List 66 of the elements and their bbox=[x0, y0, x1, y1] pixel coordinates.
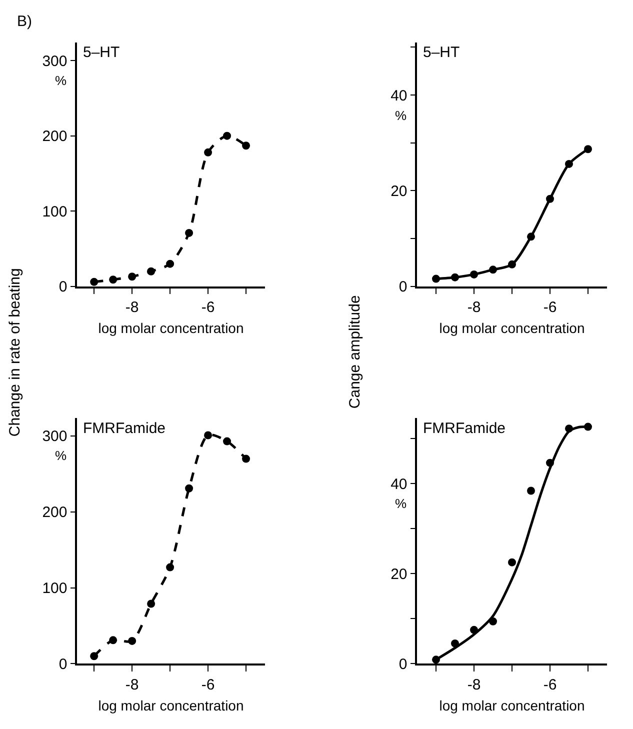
y-tick-label: 300 bbox=[42, 428, 68, 446]
y-tick-label: 0 bbox=[58, 656, 68, 673]
y-tick-label: 40 bbox=[390, 87, 408, 104]
x-tick-label: -6 bbox=[201, 299, 215, 316]
text: % bbox=[55, 448, 67, 463]
y-tick-label: 0 bbox=[58, 278, 68, 296]
y-tick-label: 200 bbox=[42, 128, 68, 146]
x-tick-label: -8 bbox=[125, 676, 139, 694]
y-tick-label: 20 bbox=[390, 566, 408, 583]
point bbox=[489, 266, 497, 274]
point bbox=[204, 148, 212, 156]
point bbox=[223, 132, 232, 140]
y-axis-title: Change in rate of beating bbox=[6, 268, 24, 437]
point bbox=[185, 228, 194, 237]
point bbox=[508, 260, 516, 268]
point bbox=[147, 600, 156, 608]
x-tick-label: -8 bbox=[467, 299, 481, 316]
x-axis-title: log molar concentration bbox=[98, 320, 244, 336]
y-tick-label: 0 bbox=[398, 656, 408, 673]
chart-title: B) bbox=[17, 13, 32, 30]
x-tick-label: -8 bbox=[125, 299, 139, 316]
text: % bbox=[55, 73, 67, 88]
y-tick-label: 0 bbox=[398, 278, 408, 296]
y-tick-label: 300 bbox=[42, 52, 68, 70]
point bbox=[508, 558, 516, 566]
point bbox=[223, 437, 232, 446]
annotation: FMRFamide bbox=[83, 420, 166, 437]
x-axis-title: log molar concentration bbox=[439, 320, 585, 336]
point bbox=[527, 486, 535, 495]
x-tick-label: -6 bbox=[543, 676, 557, 694]
x-axis-title: log molar concentration bbox=[98, 697, 244, 714]
point bbox=[90, 278, 98, 286]
point bbox=[90, 652, 98, 660]
point bbox=[242, 142, 250, 150]
point bbox=[128, 636, 136, 645]
text: % bbox=[395, 108, 407, 123]
point bbox=[109, 276, 118, 284]
point bbox=[451, 273, 459, 282]
x-tick-label: -6 bbox=[201, 676, 215, 694]
y-tick-label: 100 bbox=[42, 580, 68, 598]
point bbox=[185, 484, 194, 492]
y-tick-label: 200 bbox=[42, 504, 68, 522]
annotation: 5–HT bbox=[423, 44, 460, 61]
point bbox=[527, 232, 535, 241]
point bbox=[565, 160, 573, 168]
point bbox=[584, 145, 592, 154]
x-tick-label: -6 bbox=[543, 299, 557, 316]
point bbox=[242, 454, 250, 463]
y-axis-title: Cange amplitude bbox=[346, 295, 364, 409]
point bbox=[166, 563, 174, 572]
point bbox=[109, 636, 118, 644]
point bbox=[204, 431, 212, 440]
point bbox=[470, 270, 478, 278]
point bbox=[166, 260, 174, 268]
point bbox=[432, 274, 440, 283]
x-tick-label: -8 bbox=[467, 676, 481, 694]
x-axis-title: log molar concentration bbox=[439, 697, 585, 714]
annotation: 5–HT bbox=[83, 44, 120, 61]
y-tick-label: 100 bbox=[42, 203, 68, 220]
point bbox=[546, 194, 554, 203]
annotation: FMRFamide bbox=[423, 420, 506, 437]
point bbox=[147, 267, 156, 276]
text: % bbox=[395, 496, 407, 511]
point bbox=[128, 272, 136, 281]
y-tick-label: 20 bbox=[390, 183, 408, 200]
y-tick-label: 40 bbox=[390, 476, 408, 493]
